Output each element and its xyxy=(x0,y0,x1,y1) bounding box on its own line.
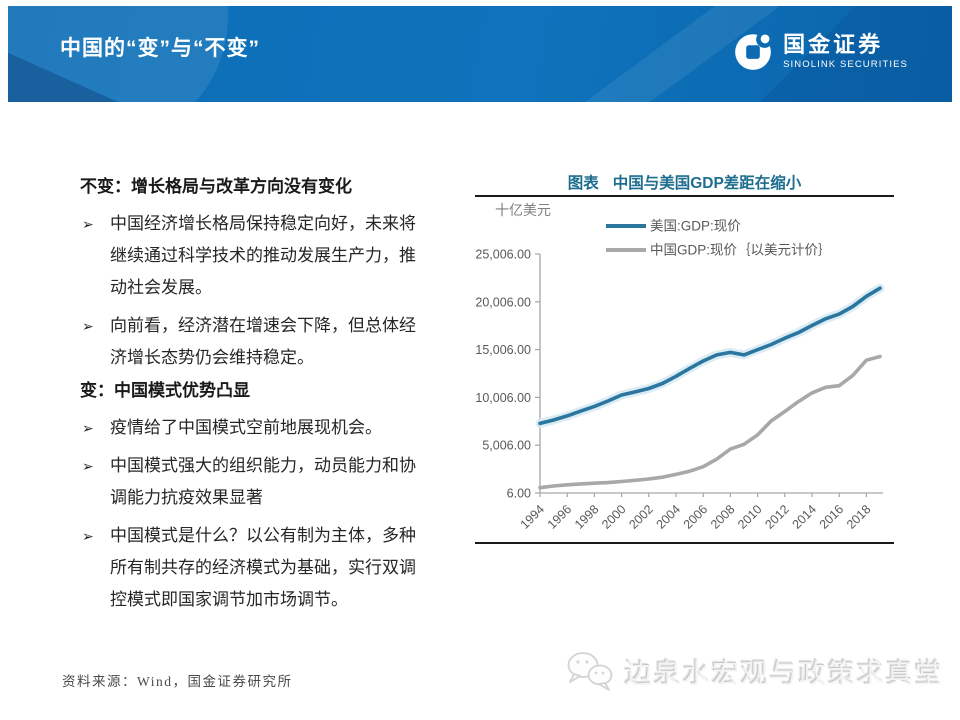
chart-top-rule xyxy=(475,195,894,197)
bullet-item: ➢ 向前看，经济潜在增速会下降，但总体经济增长态势仍会维持稳定。 xyxy=(80,310,432,374)
y-tick-label: 10,006.00 xyxy=(475,391,531,405)
legend-label-1: 中国GDP:现价｛以美元计价｝ xyxy=(650,243,832,258)
sinolink-coin-icon xyxy=(732,30,775,72)
bullet-item: ➢ 中国模式是什么？以公有制为主体，多种所有制共存的经济模式为基础，实行双调控模式… xyxy=(80,520,432,616)
x-tick-label: 2018 xyxy=(844,502,874,532)
bullet-arrow-icon: ➢ xyxy=(82,420,94,436)
chat-bubbles-icon xyxy=(567,652,613,691)
logo-text-en: SINOLINK SECURITIES xyxy=(783,58,908,70)
chart-title-prefix: 图表 xyxy=(567,174,599,192)
series-line-0 xyxy=(538,286,882,426)
series-line-1 xyxy=(538,354,882,490)
x-tick-label: 2006 xyxy=(681,502,711,532)
x-tick-label: 2004 xyxy=(654,502,684,532)
x-tick-label: 2008 xyxy=(708,502,738,532)
x-tick-label: 2010 xyxy=(735,502,765,532)
legend-label-0: 美国:GDP:现价 xyxy=(650,219,741,234)
x-tick-label: 1998 xyxy=(572,502,602,532)
bullet-text: 中国模式强大的组织能力，动员能力和协调能力抗疫效果显著 xyxy=(110,456,416,507)
y-tick-label: 20,006.00 xyxy=(475,295,531,309)
banner-decor-circle xyxy=(8,6,228,102)
bullet-arrow-icon: ➢ xyxy=(82,458,94,474)
header-banner: 中国的“变”与“不变” 国金证券 SINOLINK SECURITIES xyxy=(8,6,952,102)
chart-block: 图表 中国与美国GDP差距在缩小 十亿美元美国:GDP:现价中国GDP:现价｛以… xyxy=(475,168,894,552)
bullet-arrow-icon: ➢ xyxy=(82,318,94,334)
source-note: 资料来源：Wind，国金证券研究所 xyxy=(62,674,293,689)
x-tick-label: 2012 xyxy=(762,502,792,532)
y-tick-label: 15,006.00 xyxy=(475,343,531,357)
logo-text: 国金证券 SINOLINK SECURITIES xyxy=(783,31,908,70)
bullet-text: 中国模式是什么？以公有制为主体，多种所有制共存的经济模式为基础，实行双调控模式即… xyxy=(110,526,416,609)
y-tick-label: 6.00 xyxy=(507,487,531,501)
x-tick-label: 2000 xyxy=(599,502,629,532)
logo-text-cn: 国金证券 xyxy=(783,31,884,57)
bullet-arrow-icon: ➢ xyxy=(82,528,94,544)
bullet-text: 疫情给了中国模式空前地展现机会。 xyxy=(110,418,382,437)
company-logo: 国金证券 SINOLINK SECURITIES xyxy=(732,30,908,72)
chart-bottom-rule xyxy=(475,542,894,544)
section-heading-1: 变：中国模式优势凸显 xyxy=(80,381,250,400)
bullet-text: 向前看，经济潜在增速会下降，但总体经济增长态势仍会维持稳定。 xyxy=(110,316,416,367)
y-tick-label: 25,006.00 xyxy=(475,248,531,262)
watermark: 边泉水宏观与政策求真堂 xyxy=(563,646,944,696)
content-column: 不变：增长格局与改革方向没有变化 ➢ 中国经济增长格局保持稳定向好，未来将继续通过科… xyxy=(80,172,432,622)
watermark-text: 边泉水宏观与政策求真堂 xyxy=(625,658,944,689)
x-tick-label: 2002 xyxy=(626,502,656,532)
bullet-item: ➢ 疫情给了中国模式空前地展现机会。 xyxy=(80,412,432,444)
bullet-item: ➢ 中国模式强大的组织能力，动员能力和协调能力抗疫效果显著 xyxy=(80,450,432,514)
page-title: 中国的“变”与“不变” xyxy=(60,37,260,60)
section-heading-0: 不变：增长格局与改革方向没有变化 xyxy=(80,177,352,196)
x-tick-label: 1994 xyxy=(518,502,548,532)
x-tick-label: 2016 xyxy=(817,502,847,532)
y-tick-label: 5,006.00 xyxy=(482,439,531,453)
x-tick-label: 1996 xyxy=(545,502,575,532)
x-tick-label: 2014 xyxy=(790,502,820,532)
series-halo-0 xyxy=(535,283,885,428)
chart-title-text: 中国与美国GDP差距在缩小 xyxy=(612,174,802,192)
chart-title: 图表 中国与美国GDP差距在缩小 xyxy=(475,168,894,195)
chart-unit-label: 十亿美元 xyxy=(495,202,551,218)
bullet-arrow-icon: ➢ xyxy=(82,216,94,232)
bullet-item: ➢ 中国经济增长格局保持稳定向好，未来将继续通过科学技术的推动发展生产力，推动社会… xyxy=(80,208,432,304)
bullet-text: 中国经济增长格局保持稳定向好，未来将继续通过科学技术的推动发展生产力，推动社会发… xyxy=(110,214,416,297)
